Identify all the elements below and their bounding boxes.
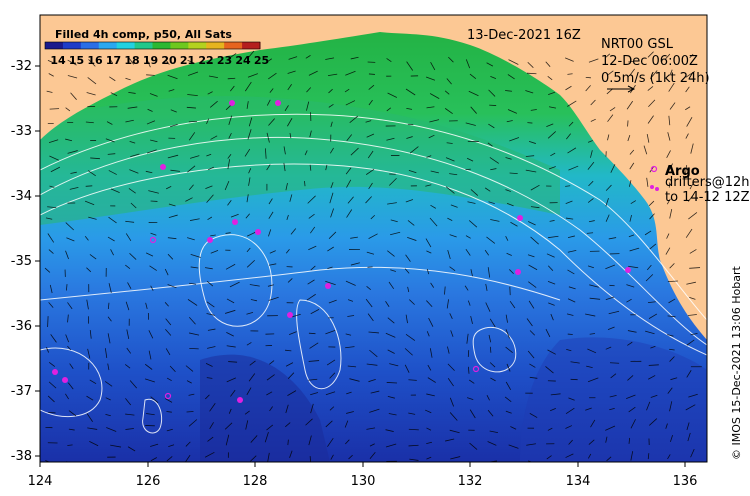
argo-float (160, 164, 166, 170)
credit-label: © IMOS 15-Dec-2021 13:06 Hobart (730, 265, 743, 460)
plot-frame (39, 14, 708, 463)
cool-water-patch-east (520, 337, 707, 462)
colorbar-tick-label: 22 (198, 54, 213, 67)
colorbar-swatch (80, 42, 100, 49)
colorbar-swatch (242, 42, 261, 49)
y-tick-label: -32 (11, 59, 32, 74)
drifter-legend-symbol (650, 185, 659, 191)
info-product: NRT00 GSL (601, 37, 674, 52)
colorbar-swatch (45, 42, 64, 49)
colorbar-title: Filled 4h comp, p50, All Sats (55, 28, 232, 41)
argo-legend-label: Argo (665, 164, 700, 179)
drifter-legend-line1: drifters@12h (665, 175, 750, 190)
y-tick-label: -37 (11, 384, 32, 399)
colorbar-tick-label: 16 (87, 54, 103, 67)
colorbar-tick-label: 21 (180, 54, 195, 67)
colorbar-tick-label: 18 (124, 54, 139, 67)
colorbar-swatch (98, 42, 118, 49)
colorbar-tick-label: 19 (143, 54, 158, 67)
info-time: 12-Dec 06:00Z (601, 54, 698, 69)
x-tick-label: 130 (351, 474, 376, 489)
argo-float (52, 369, 58, 375)
x-tick-label: 128 (243, 474, 268, 489)
current-vectors (44, 50, 702, 462)
colorbar-swatch (62, 42, 82, 49)
x-tick-label: 132 (458, 474, 483, 489)
cool-water-patch (200, 354, 330, 462)
argo-legend-symbol (650, 165, 658, 173)
colorbar-swatch (134, 42, 153, 49)
colorbar-tick-label: 24 (235, 54, 251, 67)
y-axis: -32 -33 -34 -35 -36 -37 -38 (11, 59, 40, 464)
argo-marker-open (164, 392, 172, 400)
argo-marker-open (149, 236, 157, 244)
argo-tracks (52, 100, 631, 403)
argo-float (515, 269, 521, 275)
colorbar-swatch (170, 42, 189, 49)
colorbar: Filled 4h comp, p50, All Sats 14 15 16 17 18… (44, 28, 269, 67)
y-tick-label: -38 (11, 449, 32, 464)
colorbar-tick-label: 17 (106, 54, 121, 67)
colorbar-swatches (45, 42, 261, 49)
colorbar-swatch (116, 42, 136, 49)
argo-float (625, 267, 631, 273)
warm-water-band (40, 96, 560, 225)
x-tick-label: 126 (136, 474, 161, 489)
colorbar-swatch (224, 42, 243, 49)
y-tick-label: -34 (11, 189, 32, 204)
colorbar-tick-label: 25 (254, 54, 269, 67)
x-tick-label: 136 (673, 474, 698, 489)
y-tick-label: -33 (11, 124, 32, 139)
colorbar-tick-label: 15 (69, 54, 84, 67)
y-tick-label: -35 (11, 254, 32, 269)
x-axis: 124 126 128 130 132 134 136 (28, 462, 698, 489)
scale-arrow (607, 85, 636, 93)
drifter-legend-line2: to 14-12 12Z (665, 190, 750, 205)
colorbar-swatch (152, 42, 171, 49)
colorbar-swatch (206, 42, 225, 49)
x-tick-label: 134 (566, 474, 591, 489)
argo-float (517, 215, 523, 221)
colorbar-ticks: 14 15 16 17 18 19 20 21 22 23 24 25 (50, 54, 269, 67)
colorbar-tick-label: 20 (161, 54, 177, 67)
x-tick-label: 124 (28, 474, 53, 489)
info-scale: 0.5m/s (1kt 24h) (601, 71, 710, 86)
date-label: 13-Dec-2021 16Z (467, 28, 581, 43)
argo-float (229, 100, 235, 106)
argo-float (255, 229, 261, 235)
y-tick-label: -36 (11, 319, 32, 334)
argo-float (207, 237, 213, 243)
argo-float (232, 219, 238, 225)
ssh-contours (40, 113, 707, 434)
argo-marker-open (472, 365, 480, 373)
argo-float (287, 312, 293, 318)
colorbar-swatch (188, 42, 207, 49)
argo-float (62, 377, 68, 383)
argo-float (237, 397, 243, 403)
argo-float (275, 100, 281, 106)
colorbar-tick-label: 23 (217, 54, 232, 67)
colorbar-tick-label: 14 (50, 54, 66, 67)
argo-float (325, 283, 331, 289)
